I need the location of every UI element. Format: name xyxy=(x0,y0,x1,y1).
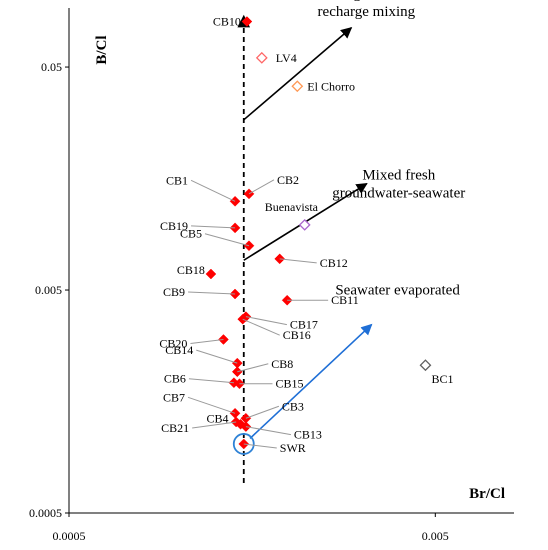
point-el-chorro xyxy=(291,80,304,93)
trend-annotation: Seawater evaporated xyxy=(335,283,460,299)
point-label: CB9 xyxy=(163,285,185,299)
leader-line xyxy=(245,316,287,326)
point-label: El Chorro xyxy=(307,79,355,93)
point-cb9 xyxy=(229,288,241,300)
leader-line xyxy=(279,258,317,264)
point-cb5 xyxy=(243,240,255,252)
point-label: Buenavista xyxy=(265,200,319,214)
leader-line xyxy=(191,225,236,229)
point-label: CB5 xyxy=(180,227,202,241)
leader-line xyxy=(190,338,224,344)
plot-frame xyxy=(68,8,514,514)
leader-line xyxy=(248,179,275,195)
leader-line xyxy=(245,405,280,419)
leader-line xyxy=(188,378,234,384)
trend-arrow xyxy=(249,323,373,440)
point-label: CB15 xyxy=(275,377,303,391)
point-bc1 xyxy=(419,359,432,372)
point-label: CB12 xyxy=(320,256,348,270)
x-tick-label: 0.005 xyxy=(422,529,449,543)
swr-highlight-circle xyxy=(232,433,255,455)
point-labels: CB10 LV4 El Chorro CB1 CB2 CB19 Buenavista CB5 C… xyxy=(159,15,453,455)
point-label: CB10 xyxy=(213,15,241,29)
point-label: CB7 xyxy=(163,390,185,404)
point-cb18 xyxy=(205,268,217,280)
leader-line xyxy=(245,426,291,436)
point-label: CB4 xyxy=(207,411,229,425)
point-label: CB14 xyxy=(165,343,193,357)
point-label: CB3 xyxy=(282,399,304,413)
leader-line xyxy=(237,363,269,373)
point-label: CB8 xyxy=(271,357,293,371)
leader-line xyxy=(242,318,280,336)
point-label: CB16 xyxy=(283,328,311,342)
point-cb8 xyxy=(231,366,243,378)
point-label: CB11 xyxy=(331,293,359,307)
trend-arrows: Thermal groundwater-recharge mixing Mixed… xyxy=(232,0,465,455)
point-label: CB20 xyxy=(159,336,187,350)
point-label: CB17 xyxy=(290,318,318,332)
point-label: CB18 xyxy=(177,263,205,277)
trend-annotation-line: groundwater-seawater xyxy=(332,186,465,202)
point-lv4 xyxy=(255,51,268,64)
point-label: CB13 xyxy=(294,428,322,442)
point-buenavista xyxy=(298,218,311,231)
point-label: BC1 xyxy=(431,372,453,386)
point-label: CB2 xyxy=(277,173,299,187)
leader-line xyxy=(196,349,238,364)
point-label: CB19 xyxy=(160,219,188,233)
trend-annotation: Thermal groundwater-recharge mixing xyxy=(299,0,434,20)
point-cb16 xyxy=(237,313,249,325)
leader-line xyxy=(188,291,236,295)
x-tick-label: 0.0005 xyxy=(53,529,86,543)
point-label: CB6 xyxy=(164,372,186,386)
leader-line xyxy=(190,179,236,202)
y-tick-label: 0.005 xyxy=(35,283,62,297)
point-cb10 xyxy=(241,16,253,27)
trend-annotation: Mixed fresh groundwater-seawater xyxy=(332,168,465,202)
trend-annotation-line: Thermal groundwater- xyxy=(299,0,434,2)
y-axis-title: B/Cl xyxy=(94,35,110,64)
leader-line xyxy=(243,443,277,449)
trend-annotation-line: Seawater evaporated xyxy=(335,283,460,299)
leader-line xyxy=(187,396,236,414)
axis-ticks: 0.0005 0.005 0.05 0.0005 0.005 xyxy=(29,60,449,543)
point-cb4 xyxy=(235,418,246,430)
leader-line xyxy=(204,233,250,247)
point-label: LV4 xyxy=(276,51,297,65)
trend-annotation-line: Mixed fresh xyxy=(362,168,435,184)
x-axis-title: Br/Cl xyxy=(469,486,505,502)
point-label: CB21 xyxy=(161,421,189,435)
point-label: CB1 xyxy=(166,173,188,187)
trend-arrow xyxy=(243,27,353,121)
y-tick-label: 0.05 xyxy=(41,60,62,74)
leader-line xyxy=(192,421,237,429)
trend-annotation-line: recharge mixing xyxy=(318,4,416,20)
point-label: SWR xyxy=(280,441,306,455)
point-cb19 xyxy=(229,222,241,234)
y-tick-label: 0.0005 xyxy=(29,506,62,520)
